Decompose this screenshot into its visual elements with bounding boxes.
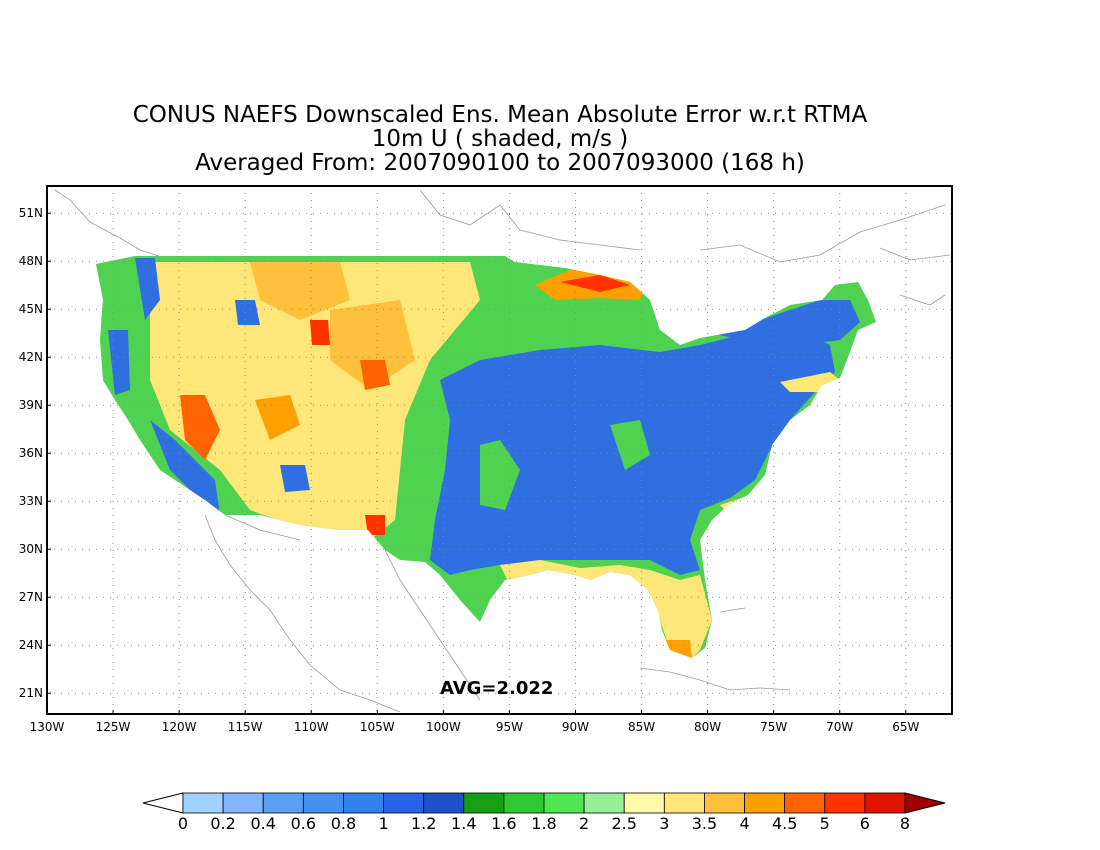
colorbar-label: 0	[178, 814, 188, 833]
lon-tick-label: 120W	[162, 720, 197, 734]
colorbar-label: 2	[579, 814, 589, 833]
avg-label: AVG=2.022	[440, 678, 553, 699]
colorbar-box	[302, 792, 344, 814]
colorbar-label: 1.2	[411, 814, 436, 833]
colorbar-over-triangle	[904, 792, 946, 814]
colorbar-box	[222, 792, 264, 814]
lon-tick-label: 110W	[294, 720, 329, 734]
lon-tick-label: 105W	[360, 720, 395, 734]
colorbar-label: 1.4	[451, 814, 476, 833]
colorbar-under-triangle	[142, 792, 184, 814]
colorbar-box	[383, 792, 425, 814]
colorbar-label: 3	[659, 814, 669, 833]
lon-tick-label: 130W	[30, 720, 65, 734]
lon-labels: 130W 125W 120W 115W 110W 105W 100W 95W 90W 85W 80W…	[30, 710, 919, 734]
colorbar-box	[784, 792, 826, 814]
colorbar-label: 5	[820, 814, 830, 833]
colorbar-box	[704, 792, 745, 814]
lon-tick-label: 95W	[496, 720, 523, 734]
colorbar-labels: 0 0.2 0.4 0.6 0.8 1 1.2 1.4 1.6 1.8 2 2.5 3 3.5 4 4.5 5 6…	[178, 814, 910, 833]
lat-tick-label: 45N	[19, 302, 43, 316]
lon-tick-label: 125W	[96, 720, 131, 734]
colorbar-box	[583, 792, 625, 814]
title-line-1: CONUS NAEFS Downscaled Ens. Mean Absolut…	[132, 102, 868, 128]
lat-tick-label: 51N	[19, 206, 43, 220]
colorbar-label: 1.8	[531, 814, 556, 833]
colorbar-label: 0.6	[291, 814, 316, 833]
colorbar	[142, 792, 946, 814]
colorbar-box	[262, 792, 304, 814]
lon-tick-label: 70W	[826, 720, 853, 734]
lat-tick-label: 33N	[19, 494, 43, 508]
colorbar-box	[543, 792, 585, 814]
colorbar-box	[182, 792, 224, 814]
colorbar-label: 3.5	[692, 814, 717, 833]
colorbar-box	[343, 792, 384, 814]
lon-tick-label: 85W	[628, 720, 655, 734]
coastline-outlines	[54, 189, 951, 713]
colorbar-box	[663, 792, 705, 814]
lon-tick-label: 80W	[694, 720, 721, 734]
colorbar-box	[423, 792, 465, 814]
colorbar-label: 2.5	[611, 814, 636, 833]
map-frame	[46, 185, 953, 715]
lon-tick-label: 75W	[760, 720, 787, 734]
title-line-3: Averaged From: 2007090100 to 2007093000 …	[195, 150, 805, 176]
lat-tick-label: 30N	[19, 542, 43, 556]
lon-tick-label: 90W	[562, 720, 589, 734]
lat-tick-label: 39N	[19, 398, 43, 412]
colorbar-label: 8	[900, 814, 910, 833]
colorbar-box	[623, 792, 665, 814]
colorbar-box	[503, 792, 545, 814]
lon-tick-label: 65W	[892, 720, 919, 734]
colorbar-box	[864, 792, 906, 814]
colorbar-label: 0.8	[331, 814, 356, 833]
title-line-2: 10m U ( shaded, m/s )	[371, 126, 629, 152]
colorbar-label: 1.6	[491, 814, 516, 833]
colorbar-label: 6	[860, 814, 870, 833]
colorbar-box	[824, 792, 866, 814]
colorbar-label: 4	[739, 814, 749, 833]
colorbar-label: 0.2	[210, 814, 235, 833]
colorbar-box	[463, 792, 505, 814]
lat-tick-label: 42N	[19, 350, 43, 364]
lat-tick-label: 24N	[19, 638, 43, 652]
colorbar-label: 1	[378, 814, 388, 833]
colorbar-label: 0.4	[250, 814, 275, 833]
lat-labels: 51N 48N 45N 42N 39N 36N 33N 30N 27N 24N 21N	[19, 206, 51, 700]
lat-tick-label: 48N	[19, 254, 43, 268]
lat-tick-label: 21N	[19, 686, 43, 700]
colorbar-box	[744, 792, 786, 814]
lat-tick-label: 36N	[19, 446, 43, 460]
lon-tick-label: 115W	[228, 720, 263, 734]
lat-tick-label: 27N	[19, 590, 43, 604]
colorbar-label: 4.5	[772, 814, 797, 833]
lon-tick-label: 100W	[426, 720, 461, 734]
